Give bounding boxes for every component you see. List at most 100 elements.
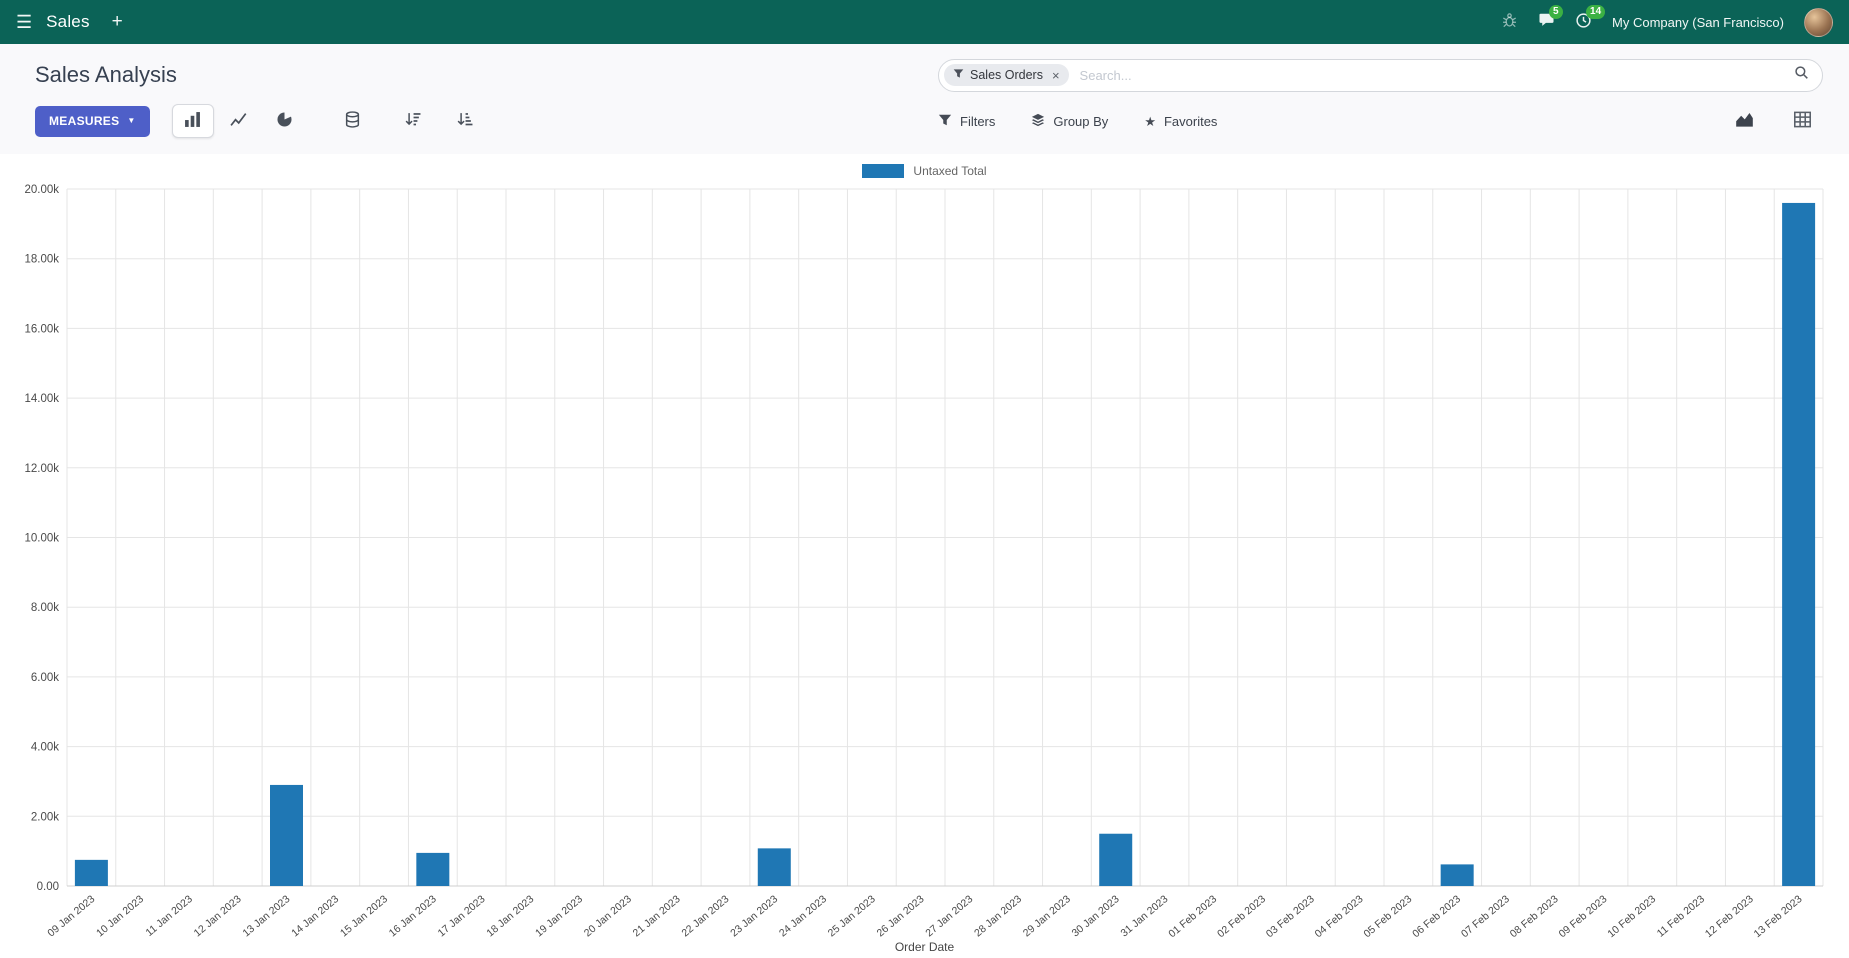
x-tick-label: 12 Feb 2023: [1703, 893, 1756, 940]
x-tick-label: 10 Jan 2023: [94, 893, 146, 939]
search-icon[interactable]: [1794, 65, 1809, 85]
top-navbar: ☰ Sales + 5: [0, 0, 1849, 44]
group-by-label: Group By: [1053, 113, 1109, 129]
x-tick-label: 07 Feb 2023: [1459, 893, 1512, 940]
x-tick-label: 15 Jan 2023: [338, 893, 390, 939]
search-options: Filters Group By ★ Favorites: [938, 113, 1217, 130]
x-tick-label: 20 Jan 2023: [582, 893, 634, 939]
facet-label: Sales Orders: [970, 68, 1043, 82]
measures-button[interactable]: MEASURES ▼: [35, 105, 150, 137]
y-tick-label: 14.00k: [24, 393, 59, 405]
sort-descending-button[interactable]: [392, 104, 434, 138]
debug-button[interactable]: [1501, 12, 1518, 32]
chart-type-switcher: [171, 104, 306, 138]
control-panel: Sales Analysis Sales Orders × MEASURES ▼: [0, 44, 1849, 154]
messages-badge: 5: [1549, 5, 1563, 19]
layers-icon: [1031, 113, 1045, 130]
bar[interactable]: [1782, 202, 1816, 886]
bar[interactable]: [1099, 833, 1133, 886]
x-tick-label: 23 Jan 2023: [728, 893, 780, 939]
x-tick-label: 25 Jan 2023: [826, 893, 878, 939]
x-tick-label: 19 Jan 2023: [533, 893, 585, 939]
y-tick-label: 0.00: [37, 881, 59, 893]
x-tick-label: 04 Feb 2023: [1313, 893, 1366, 940]
page-title: Sales Analysis: [35, 62, 177, 87]
line-chart-button[interactable]: [218, 104, 260, 138]
x-tick-label: 13 Feb 2023: [1752, 893, 1805, 940]
y-tick-label: 6.00k: [31, 672, 59, 684]
x-tick-label: 03 Feb 2023: [1264, 893, 1317, 940]
plus-icon: +: [111, 11, 123, 32]
graph-view-button[interactable]: [1723, 104, 1765, 138]
bar-chart-button[interactable]: [171, 104, 214, 138]
bar[interactable]: [74, 859, 108, 886]
y-tick-label: 12.00k: [24, 463, 59, 475]
x-tick-label: 11 Jan 2023: [143, 893, 195, 939]
y-tick-label: 10.00k: [24, 533, 59, 545]
star-icon: ★: [1144, 113, 1156, 129]
control-panel-right: Filters Group By ★ Favorites: [938, 104, 1823, 138]
x-tick-label: 29 Jan 2023: [1021, 893, 1073, 939]
y-tick-label: 4.00k: [31, 742, 59, 754]
hamburger-icon: ☰: [16, 12, 33, 32]
x-tick-label: 18 Jan 2023: [484, 893, 536, 939]
y-tick-label: 18.00k: [24, 254, 59, 266]
apps-menu-button[interactable]: ☰: [16, 13, 32, 31]
app-title[interactable]: Sales: [46, 12, 90, 31]
sort-asc-icon: [456, 111, 473, 131]
y-tick-label: 2.00k: [31, 811, 59, 823]
pie-chart-button[interactable]: [264, 104, 306, 138]
filters-funnel-icon: [938, 113, 952, 130]
x-tick-label: 06 Feb 2023: [1410, 893, 1463, 940]
y-tick-label: 8.00k: [31, 602, 59, 614]
x-axis-title: Order Date: [894, 940, 955, 954]
legend-swatch: [862, 164, 905, 178]
favorites-label: Favorites: [1163, 113, 1218, 129]
x-tick-label: 22 Jan 2023: [679, 893, 731, 939]
favorites-button[interactable]: ★ Favorites: [1144, 114, 1217, 129]
y-tick-label: 20.00k: [24, 184, 59, 196]
y-tick-label: 16.00k: [24, 323, 59, 335]
bar[interactable]: [416, 852, 450, 886]
avatar[interactable]: [1804, 7, 1833, 37]
activities-button[interactable]: 14: [1575, 5, 1606, 32]
chart-legend[interactable]: Untaxed Total: [0, 164, 1849, 178]
sort-desc-icon: [404, 111, 421, 131]
x-tick-label: 17 Jan 2023: [436, 893, 488, 939]
navbar-systray: 5 14 My Company (San Francisco): [1501, 5, 1833, 37]
search-bar[interactable]: Sales Orders ×: [938, 58, 1823, 92]
add-menu-button[interactable]: +: [112, 11, 123, 33]
x-tick-label: 13 Jan 2023: [240, 893, 292, 939]
x-tick-label: 09 Feb 2023: [1557, 893, 1610, 940]
filters-button[interactable]: Filters: [938, 113, 995, 130]
x-tick-label: 30 Jan 2023: [1070, 893, 1122, 939]
x-tick-label: 11 Feb 2023: [1655, 893, 1707, 940]
x-tick-label: 26 Jan 2023: [875, 893, 927, 939]
pie-chart-icon: [276, 111, 293, 131]
chart-area: Untaxed Total 0.00 2.00k 4.00k 6.00k 8.00k 10…: [0, 154, 1849, 958]
sort-ascending-button[interactable]: [444, 104, 486, 138]
pivot-view-button[interactable]: [1781, 104, 1823, 138]
x-tick-label: 01 Feb 2023: [1166, 893, 1219, 940]
pivot-table-icon: [1793, 110, 1812, 132]
bar-chart: 0.00 2.00k 4.00k 6.00k 8.00k 10.00k 12.00k 14.0…: [24, 184, 1824, 940]
facet-remove-button[interactable]: ×: [1051, 67, 1060, 83]
stacked-toggle-button[interactable]: [332, 104, 374, 138]
control-panel-bottom-row: MEASURES ▼: [35, 103, 1823, 139]
x-tick-label: 10 Feb 2023: [1605, 893, 1658, 940]
bar[interactable]: [1440, 864, 1474, 886]
bar[interactable]: [270, 784, 303, 886]
control-panel-top-row: Sales Analysis Sales Orders ×: [35, 53, 1823, 97]
x-tick-label: 05 Feb 2023: [1361, 893, 1414, 940]
stacked-database-icon: [344, 111, 361, 131]
filter-funnel-icon: [953, 68, 964, 82]
bar[interactable]: [757, 848, 791, 886]
messages-button[interactable]: 5: [1538, 5, 1563, 32]
company-switcher[interactable]: My Company (San Francisco): [1612, 14, 1784, 30]
bar-chart-icon: [184, 111, 201, 131]
view-switcher: [1723, 104, 1823, 138]
group-by-button[interactable]: Group By: [1031, 113, 1108, 130]
x-tick-label: 14 Jan 2023: [289, 893, 341, 939]
search-input[interactable]: [1077, 66, 1785, 84]
search-facet[interactable]: Sales Orders ×: [944, 64, 1069, 86]
